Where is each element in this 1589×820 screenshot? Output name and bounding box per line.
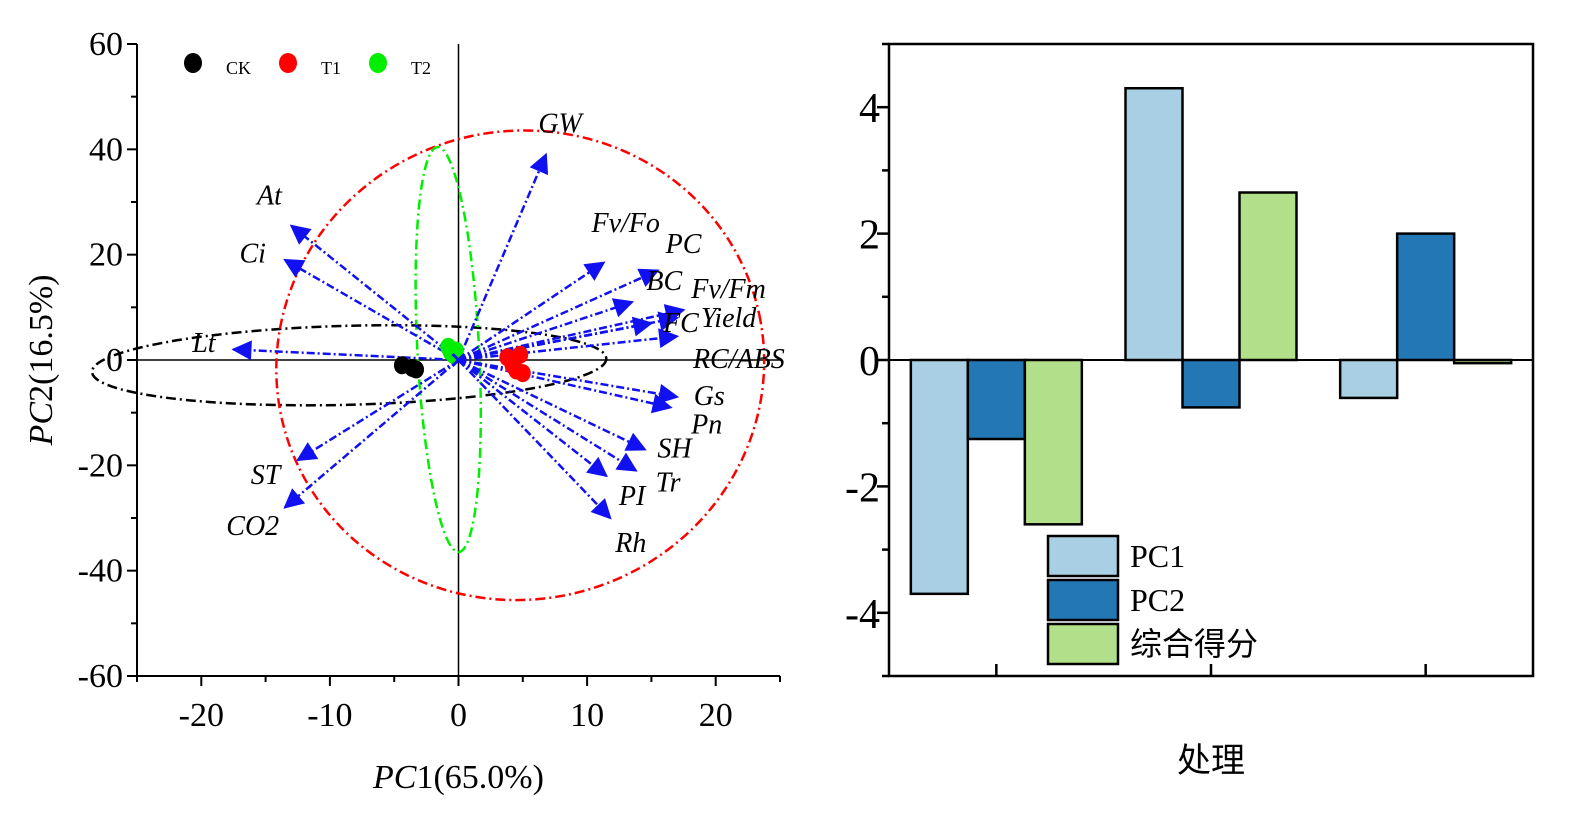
loading-arrow-ci	[283, 258, 460, 362]
loading-label-pn: Pn	[690, 410, 722, 441]
legend-label-3: 综合得分	[1130, 626, 1258, 662]
confidence-ellipse-ck	[90, 323, 608, 407]
bar-pc1-1	[909, 358, 970, 596]
loading-arrow-rh	[457, 359, 612, 520]
confidence-ellipse-t1	[275, 129, 766, 602]
loading-label-rc-abs: RC/ABS	[692, 344, 785, 375]
loading-label-pi: PI	[618, 481, 647, 512]
y-axis-title: PC2(16.5%)	[23, 275, 60, 447]
loading-label-bc: BC	[646, 266, 682, 297]
loading-arrow-at	[289, 224, 460, 361]
loading-arrow-co2	[283, 359, 460, 509]
y-tick-label: 20	[89, 237, 123, 274]
legend-marker-t1	[279, 53, 297, 73]
loading-arrow-pc	[457, 268, 660, 362]
legend-swatch-1	[1046, 534, 1120, 578]
loading-label-rh: Rh	[614, 528, 646, 559]
loading-arrow-tr	[457, 358, 638, 472]
legend-label-1: PC1	[1130, 538, 1185, 574]
x-tick-label: 20	[699, 697, 733, 734]
y-tick-label: -2	[845, 465, 880, 511]
legend-swatch-3	[1046, 622, 1120, 666]
loading-label-fv-fm: Fv/Fm	[690, 274, 766, 305]
x-tick-label: -20	[179, 697, 224, 734]
loading-arrow-gw	[457, 152, 549, 361]
y-tick-label: 0	[106, 342, 123, 379]
loading-arrow-pn	[458, 358, 673, 414]
loading-arrow-st	[296, 358, 460, 462]
legend-swatch-2	[1046, 578, 1120, 622]
y-tick-label: 60	[89, 26, 123, 63]
y-tick-label: -60	[78, 658, 123, 695]
loading-arrow-fc	[458, 316, 654, 362]
loading-label-gw: GW	[538, 108, 584, 139]
legend-label-t2: T2	[411, 58, 431, 78]
legend-label-2: PC2	[1130, 582, 1185, 618]
loading-label-sh: SH	[657, 433, 693, 464]
bar-pc2-3	[1395, 232, 1456, 362]
x-axis-title-rest: 1(65.0%)	[416, 759, 543, 796]
y-tick-label: -40	[78, 553, 123, 590]
y-axis-title-italic: PC	[23, 402, 60, 447]
bar-pc1-3	[1338, 358, 1399, 400]
loading-label-gs: Gs	[694, 381, 725, 412]
x-axis-title: PC1(65.0%)	[372, 759, 544, 796]
legend-label-ck: CK	[226, 58, 251, 78]
legend-label-t1: T1	[321, 58, 341, 78]
sample-point-ck	[408, 360, 425, 379]
y-tick-label: 4	[859, 86, 880, 132]
y-tick-label: -4	[845, 592, 880, 638]
x-tick-label: -10	[307, 697, 352, 734]
loading-arrow-sh	[457, 358, 647, 451]
x-axis-title-italic: PC	[372, 759, 417, 796]
y-tick-label: 40	[89, 131, 123, 168]
bar--1	[1023, 358, 1084, 526]
loading-label-st: ST	[251, 460, 283, 491]
bar--3	[1452, 358, 1513, 365]
bar-pc1-2	[1124, 86, 1184, 362]
loading-arrow-gs	[458, 358, 680, 404]
loading-label-ci: Ci	[240, 239, 266, 270]
legend-marker-ck	[184, 53, 202, 73]
loading-label-lt: Lt	[191, 328, 217, 359]
bar-pc2-2	[1181, 358, 1241, 409]
y-axis-title-rest: 2(16.5%)	[23, 275, 60, 402]
y-tick-label: 0	[859, 339, 880, 385]
loading-label-tr: Tr	[656, 468, 681, 499]
y-tick-label: -20	[78, 447, 123, 484]
loading-arrow-pi	[457, 359, 608, 478]
sample-point-t1	[514, 364, 531, 383]
loading-label-yield: Yield	[701, 303, 757, 334]
x-tick-label: 10	[570, 697, 604, 734]
loading-label-pc: PC	[665, 229, 702, 260]
loading-label-fc: FC	[662, 308, 699, 339]
loading-arrow-rc-abs	[458, 328, 680, 362]
y-tick-label: 2	[859, 213, 880, 259]
bar-pc2-1	[966, 358, 1027, 441]
x-tick-label: 0	[450, 697, 467, 734]
confidence-ellipse-t2	[414, 145, 483, 554]
bar-chart: -4 -2 0 2 4 处理 PC1 PC2 综合得分	[845, 42, 1535, 780]
loading-arrow-bc	[458, 298, 635, 362]
loading-label-co2: CO2	[226, 511, 279, 542]
loading-label-at: At	[255, 181, 283, 212]
bar--2	[1238, 191, 1298, 362]
loading-arrow-lt	[231, 340, 459, 362]
x-axis-title: 处理	[1177, 743, 1245, 780]
origin-marker	[451, 352, 466, 368]
loading-label-fv-fo: Fv/Fo	[590, 208, 659, 239]
loading-arrow-fv-fo	[457, 261, 606, 362]
sample-point-t1	[512, 345, 529, 364]
legend-marker-t2	[369, 53, 387, 73]
